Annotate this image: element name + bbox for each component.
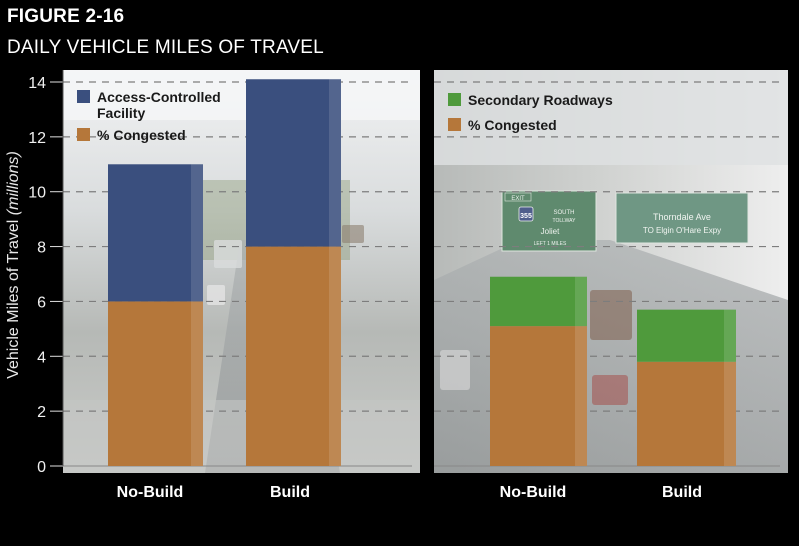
bar-shade (191, 301, 203, 466)
bar-shade (191, 164, 203, 302)
y-tick-label: 12 (28, 130, 46, 147)
x-tick-label: No-Build (117, 484, 184, 501)
bar-build-pct-congested (637, 361, 736, 466)
bar-no-build-pct-congested (490, 326, 587, 466)
sign-exit-text: EXIT (511, 196, 525, 202)
x-tick-label: Build (270, 484, 310, 501)
highway-sign-left: EXIT 355 SOUTH TOLLWAY Joliet LEFT 1 MIL… (501, 190, 597, 252)
legend-label: Access-Controlled Facility (97, 89, 221, 121)
bar-shade (575, 276, 587, 327)
bar-shade (575, 326, 587, 466)
x-tick-label: Build (662, 484, 702, 501)
bars (108, 79, 736, 466)
x-tick-label: No-Build (500, 484, 567, 501)
highway-sign-right: Thorndale Ave TO Elgin O'Hare Expy (615, 192, 749, 244)
sign-south-text: SOUTH (554, 210, 575, 216)
legend-swatch (77, 128, 90, 141)
bar-build-pct-congested (246, 246, 341, 466)
sign-tollway-text: TOLLWAY (553, 218, 577, 224)
y-axis: 0 2 4 6 8 10 12 14 (28, 70, 64, 476)
y-tick-label: 2 (37, 404, 46, 421)
bar-shade (724, 309, 736, 362)
legends: Access-Controlled Facility % Congested Seco… (77, 89, 613, 143)
bar-build-access-controlled-facility (246, 79, 341, 247)
y-tick-label: 14 (28, 75, 46, 92)
legend-swatch (77, 90, 90, 103)
y-tick-label: 10 (28, 185, 46, 202)
y-tick-label: 4 (37, 349, 46, 366)
legend-label: % Congested (468, 117, 557, 133)
bar-shade (329, 246, 341, 466)
bar-shade (329, 79, 341, 247)
bar-no-build-access-controlled-facility (108, 164, 203, 302)
legend-label: Secondary Roadways (468, 92, 613, 108)
sign-route-text: 355 (520, 213, 532, 220)
y-tick-label: 0 (37, 459, 46, 476)
y-tick-label: 6 (37, 294, 46, 311)
bar-no-build-pct-congested (108, 301, 203, 466)
legend-swatch (448, 118, 461, 131)
sign-joliet-text: Joliet (541, 227, 560, 236)
bar-shade (724, 361, 736, 466)
sign-elgin-text: TO Elgin O'Hare Expy (643, 226, 721, 235)
bar-no-build-secondary-roadways (490, 276, 587, 327)
bar-build-secondary-roadways (637, 309, 736, 362)
y-axis-title-unit: (millions) (5, 151, 22, 215)
legend-swatch (448, 93, 461, 106)
y-axis-title-main: Vehicle Miles of Travel (5, 215, 22, 379)
figure-label: FIGURE 2-16 (7, 6, 125, 27)
figure-title: DAILY VEHICLE MILES OF TRAVEL (7, 37, 324, 58)
sign-lanes-text: LEFT 1 MILES (534, 241, 567, 247)
x-axis-labels: No-Build Build No-Build Build (117, 484, 702, 501)
y-axis-title: Vehicle Miles of Travel (millions) (5, 151, 22, 379)
sign-thorndale-text: Thorndale Ave (653, 212, 711, 222)
y-tick-label: 8 (37, 240, 46, 257)
legend-label: % Congested (97, 127, 186, 143)
